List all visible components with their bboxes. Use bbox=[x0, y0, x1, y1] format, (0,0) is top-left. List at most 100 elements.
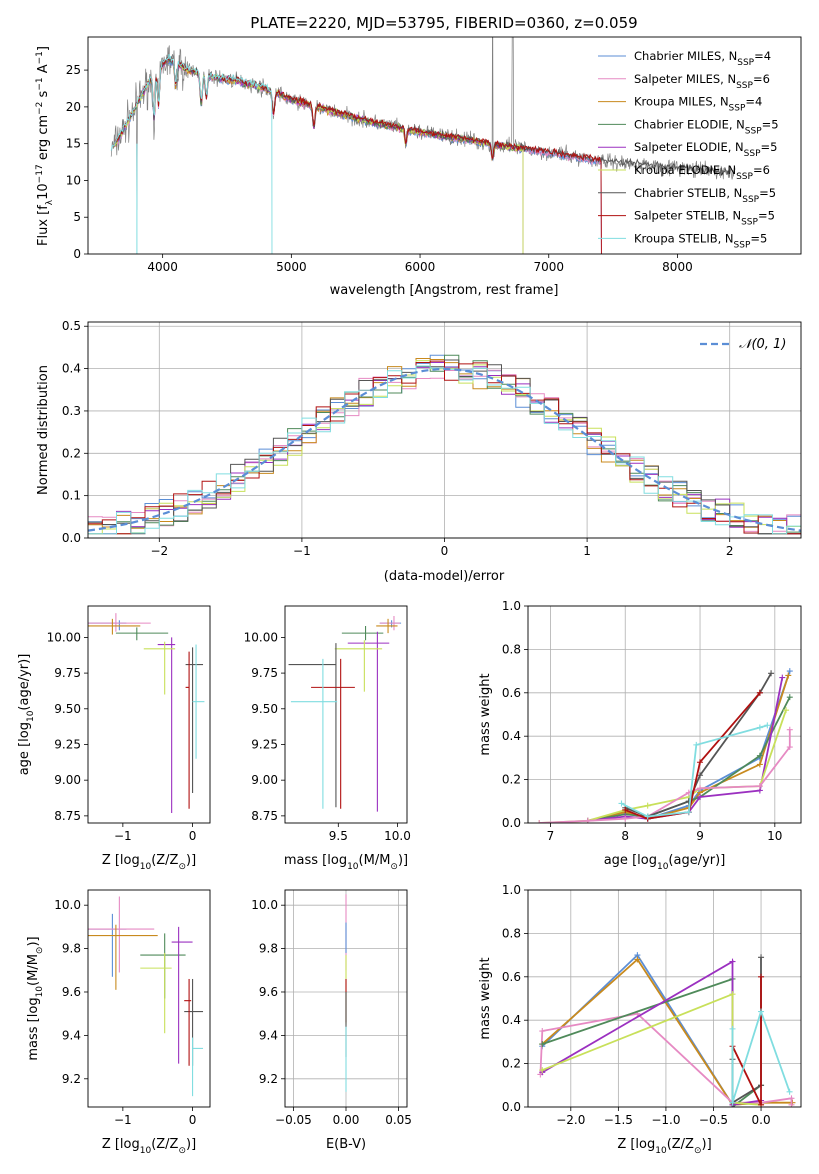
model-line-kroupa_miles bbox=[113, 58, 524, 254]
x-axis-label-mass_vs_z: Z [log10(Z/Z⊙)] bbox=[102, 1137, 196, 1156]
series-marker-kroupa_stelib bbox=[786, 1088, 793, 1095]
errorbar-kroupa_miles bbox=[376, 618, 398, 634]
series-marker-kroupa_stelib bbox=[644, 813, 651, 820]
errorbar-kroupa_miles bbox=[88, 618, 141, 635]
y-tick-label: 9.50 bbox=[251, 702, 278, 716]
x-tick-label: −2.0 bbox=[556, 1113, 585, 1127]
series-marker-kroupa_miles bbox=[785, 672, 792, 679]
y-tick-label: 0.0 bbox=[62, 531, 81, 545]
x-axis-label-massweight_vs_z: Z [log10(Z/Z⊙)] bbox=[617, 1137, 711, 1156]
y-axis-label-residuals: Normed distribution bbox=[36, 365, 51, 495]
series-marker-salpeter_miles bbox=[539, 1028, 546, 1035]
y-tick-label: 8.75 bbox=[251, 809, 278, 823]
series-marker-salpeter_elodie bbox=[779, 674, 786, 681]
series-marker-salpeter_miles bbox=[786, 726, 793, 733]
series-marker-chabrier_elodie bbox=[539, 1041, 546, 1048]
errorbar-salpeter_stelib bbox=[311, 658, 355, 809]
x-tick-label: 7000 bbox=[533, 260, 564, 274]
series-line-salpeter_elodie bbox=[587, 677, 784, 822]
x-tick-label: −1 bbox=[114, 829, 132, 843]
model-line-chabrier_elodie bbox=[113, 58, 524, 254]
y-tick-label: 10.0 bbox=[251, 898, 278, 912]
y-tick-label: 9.4 bbox=[259, 1028, 278, 1042]
x-tick-label: 0 bbox=[189, 1113, 197, 1127]
y-tick-label: 9.6 bbox=[62, 985, 81, 999]
axes-frame-mass_vs_z bbox=[87, 889, 211, 1108]
x-tick-label: 9.5 bbox=[329, 829, 348, 843]
y-tick-label: 25 bbox=[66, 63, 81, 77]
series-marker-kroupa_stelib bbox=[618, 800, 625, 807]
x-tick-label: 0 bbox=[441, 544, 449, 558]
series-marker-chabrier_stelib bbox=[758, 954, 765, 961]
series-marker-salpeter_miles bbox=[622, 815, 629, 822]
y-tick-label: 10.00 bbox=[47, 630, 81, 644]
series-marker-chabrier_elodie bbox=[786, 694, 793, 701]
legend-label-kroupa_stelib: Kroupa STELIB, NSSP=5 bbox=[634, 231, 767, 250]
y-axis-label-massweight_vs_z: mass weight bbox=[478, 957, 493, 1039]
panel-age_vs_z: −1 0 8.75 9.00 9.25 9.50 9.75 10.00 Z [log10(Z/Z… bbox=[17, 605, 211, 872]
errorbar-salpeter_miles bbox=[379, 615, 400, 631]
y-tick-label: 9.2 bbox=[259, 1072, 278, 1086]
series-line-kroupa_stelib bbox=[731, 1008, 791, 1103]
x-tick-label: 7 bbox=[547, 829, 555, 843]
errorbar-salpeter_elodie bbox=[157, 637, 176, 814]
ticks-massweight_vs_z: −2.0 −1.5 −1.0 −0.5 0.0 0.0 0.2 0.4 0.6 0.8 1.0 bbox=[502, 883, 771, 1127]
y-tick-label: 10 bbox=[66, 173, 81, 187]
series-marker-kroupa_elodie bbox=[783, 707, 790, 714]
axes-frame-age_vs_mass bbox=[284, 605, 408, 824]
x-tick-label: 0.0 bbox=[752, 1113, 771, 1127]
y-tick-label: 1.0 bbox=[502, 883, 521, 897]
y-tick-label: 0.4 bbox=[502, 1013, 521, 1027]
series-line-chabrier_stelib bbox=[731, 957, 762, 1105]
y-tick-label: 9.2 bbox=[62, 1072, 81, 1086]
legend-label-chabrier_miles: Chabrier MILES, NSSP=4 bbox=[634, 49, 771, 68]
y-tick-label: 15 bbox=[66, 137, 81, 151]
legend-label-kroupa_miles: Kroupa MILES, NSSP=4 bbox=[634, 95, 762, 114]
series-marker-kroupa_stelib bbox=[764, 722, 771, 729]
x-tick-label: 0.05 bbox=[385, 1113, 412, 1127]
legend-label-salpeter_elodie: Salpeter ELODIE, NSSP=5 bbox=[634, 140, 777, 159]
x-tick-label: −1 bbox=[293, 544, 311, 558]
y-axis-label-mass_vs_z: mass [log10(M/M⊙)] bbox=[26, 936, 45, 1060]
y-tick-label: 0.2 bbox=[62, 446, 81, 460]
plot-area-spectrum bbox=[110, 37, 736, 254]
axes-frame-age_vs_z bbox=[87, 605, 211, 824]
model-line-salpeter_elodie bbox=[113, 57, 524, 254]
x-axis-label-age_vs_z: Z [log10(Z/Z⊙)] bbox=[102, 853, 196, 872]
series-marker-salpeter_miles bbox=[756, 783, 763, 790]
errorbar-kroupa_elodie bbox=[140, 952, 172, 1034]
series-chabrier_elodie bbox=[539, 975, 765, 1107]
errorbar-salpeter_miles bbox=[88, 613, 151, 632]
y-tick-label: 0.3 bbox=[62, 404, 81, 418]
y-tick-label: 9.6 bbox=[259, 985, 278, 999]
y-tick-label: 0.4 bbox=[62, 362, 81, 376]
errorbar-salpeter_miles bbox=[88, 896, 155, 973]
errorbar-kroupa_stelib bbox=[192, 1037, 204, 1097]
y-tick-label: 0 bbox=[73, 247, 81, 261]
ticks-age_vs_z: −1 0 8.75 9.00 9.25 9.50 9.75 10.00 bbox=[47, 630, 197, 843]
x-tick-label: 5000 bbox=[276, 260, 307, 274]
errorbar-salpeter_stelib bbox=[184, 978, 192, 1066]
x-tick-label: −1 bbox=[114, 1113, 132, 1127]
series-marker-chabrier_elodie bbox=[756, 752, 763, 759]
model-line-kroupa_elodie bbox=[113, 57, 524, 254]
series-marker-salpeter_stelib bbox=[756, 689, 763, 696]
y-axis-label-spectrum: Flux [fλ10−17 erg cm−2 s−1 A−1] bbox=[35, 46, 55, 246]
y-tick-label: 5 bbox=[73, 210, 81, 224]
series-marker-kroupa_stelib bbox=[729, 1099, 736, 1106]
x-tick-label: 9 bbox=[696, 829, 704, 843]
ticks-age_vs_mass: 9.5 10.0 8.75 9.00 9.25 9.50 9.75 10.00 bbox=[244, 630, 411, 843]
x-axis-label-spectrum: wavelength [Angstrom, rest frame] bbox=[330, 283, 559, 298]
y-tick-label: 9.25 bbox=[54, 737, 81, 751]
x-tick-label: −2 bbox=[150, 544, 168, 558]
series-marker-chabrier_stelib bbox=[697, 772, 704, 779]
ticks-mass_vs_ebv: −0.05 0.00 0.05 9.2 9.4 9.6 9.8 10.0 bbox=[251, 898, 412, 1127]
series-marker-chabrier_miles bbox=[786, 668, 793, 675]
y-tick-label: 9.50 bbox=[54, 702, 81, 716]
y-tick-label: 0.8 bbox=[502, 926, 521, 940]
errorbar-chabrier_stelib bbox=[288, 643, 337, 808]
x-tick-label: 10 bbox=[767, 829, 782, 843]
x-tick-label: 8 bbox=[621, 829, 629, 843]
errorbar-chabrier_stelib bbox=[185, 647, 204, 794]
